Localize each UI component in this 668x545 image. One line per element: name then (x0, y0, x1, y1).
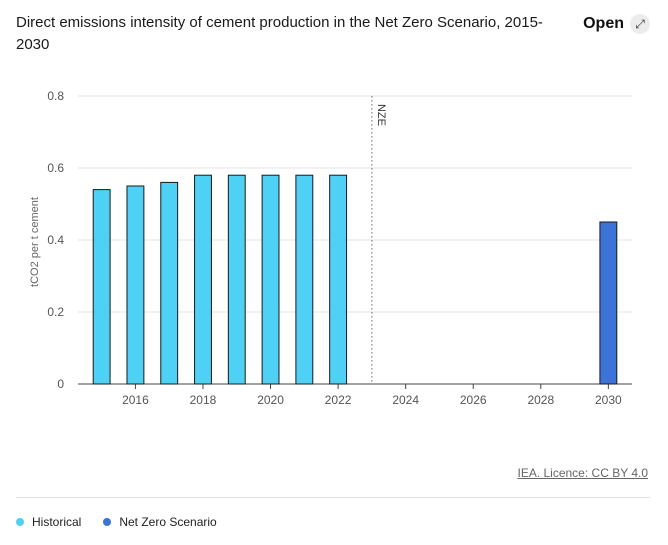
license-link[interactable]: IEA. Licence: CC BY 4.0 (517, 466, 648, 480)
x-axis: 2016 2018 2020 2022 2024 2026 2028 2030 (78, 383, 632, 407)
y-tick-label: 0.2 (47, 305, 64, 319)
legend: Historical Net Zero Scenario (16, 515, 217, 529)
legend-item-net-zero[interactable]: Net Zero Scenario (103, 515, 217, 529)
expand-arrow-icon: ⤢ (630, 14, 650, 34)
divider (16, 497, 650, 498)
x-tick-label: 2016 (122, 393, 149, 407)
open-label: Open (583, 15, 624, 32)
x-tick-label: 2022 (325, 393, 352, 407)
x-tick-label: 2030 (595, 393, 622, 407)
x-tick-label: 2020 (257, 393, 284, 407)
bar-net-zero-2030 (599, 221, 618, 385)
bar-historical-2018 (194, 174, 212, 385)
y-tick-label: 0.6 (47, 161, 64, 175)
bar-historical-2015 (92, 189, 111, 385)
bars (92, 174, 618, 385)
legend-dot-historical (16, 518, 24, 526)
bar-historical-2019 (227, 174, 246, 385)
legend-label-historical: Historical (32, 515, 82, 529)
x-tick-label: 2028 (527, 393, 554, 407)
bar-historical-2017 (160, 181, 179, 385)
nze-annotation-label: NZE (375, 104, 387, 126)
chart-title: Direct emissions intensity of cement pro… (16, 14, 543, 53)
x-tick-label: 2018 (190, 393, 217, 407)
y-tick-label: 0.8 (47, 89, 64, 103)
legend-item-historical[interactable]: Historical (16, 515, 81, 529)
y-tick-label: 0.4 (47, 233, 64, 247)
y-axis-label: tCO2 per t cement (29, 197, 41, 287)
x-tick-label: 2026 (460, 393, 487, 407)
y-tick-label: 0 (57, 377, 64, 391)
bar-historical-2021 (295, 174, 314, 385)
legend-label-net-zero: Net Zero Scenario (119, 515, 217, 529)
y-axis: 0 0.2 0.4 0.6 0.8 (47, 89, 64, 391)
bar-historical-2016 (126, 185, 145, 385)
x-tick-label: 2024 (392, 393, 419, 407)
annotations: NZE (371, 96, 387, 384)
emissions-bar-chart: 00.20.40.60.8 2016 2018 2020 2022 2024 2026 20… (29, 89, 632, 407)
legend-dot-net-zero (103, 518, 112, 526)
bar-historical-2022 (329, 174, 348, 385)
open-button[interactable]: Open ⤢ (583, 12, 650, 36)
bar-historical-2020 (261, 174, 280, 385)
